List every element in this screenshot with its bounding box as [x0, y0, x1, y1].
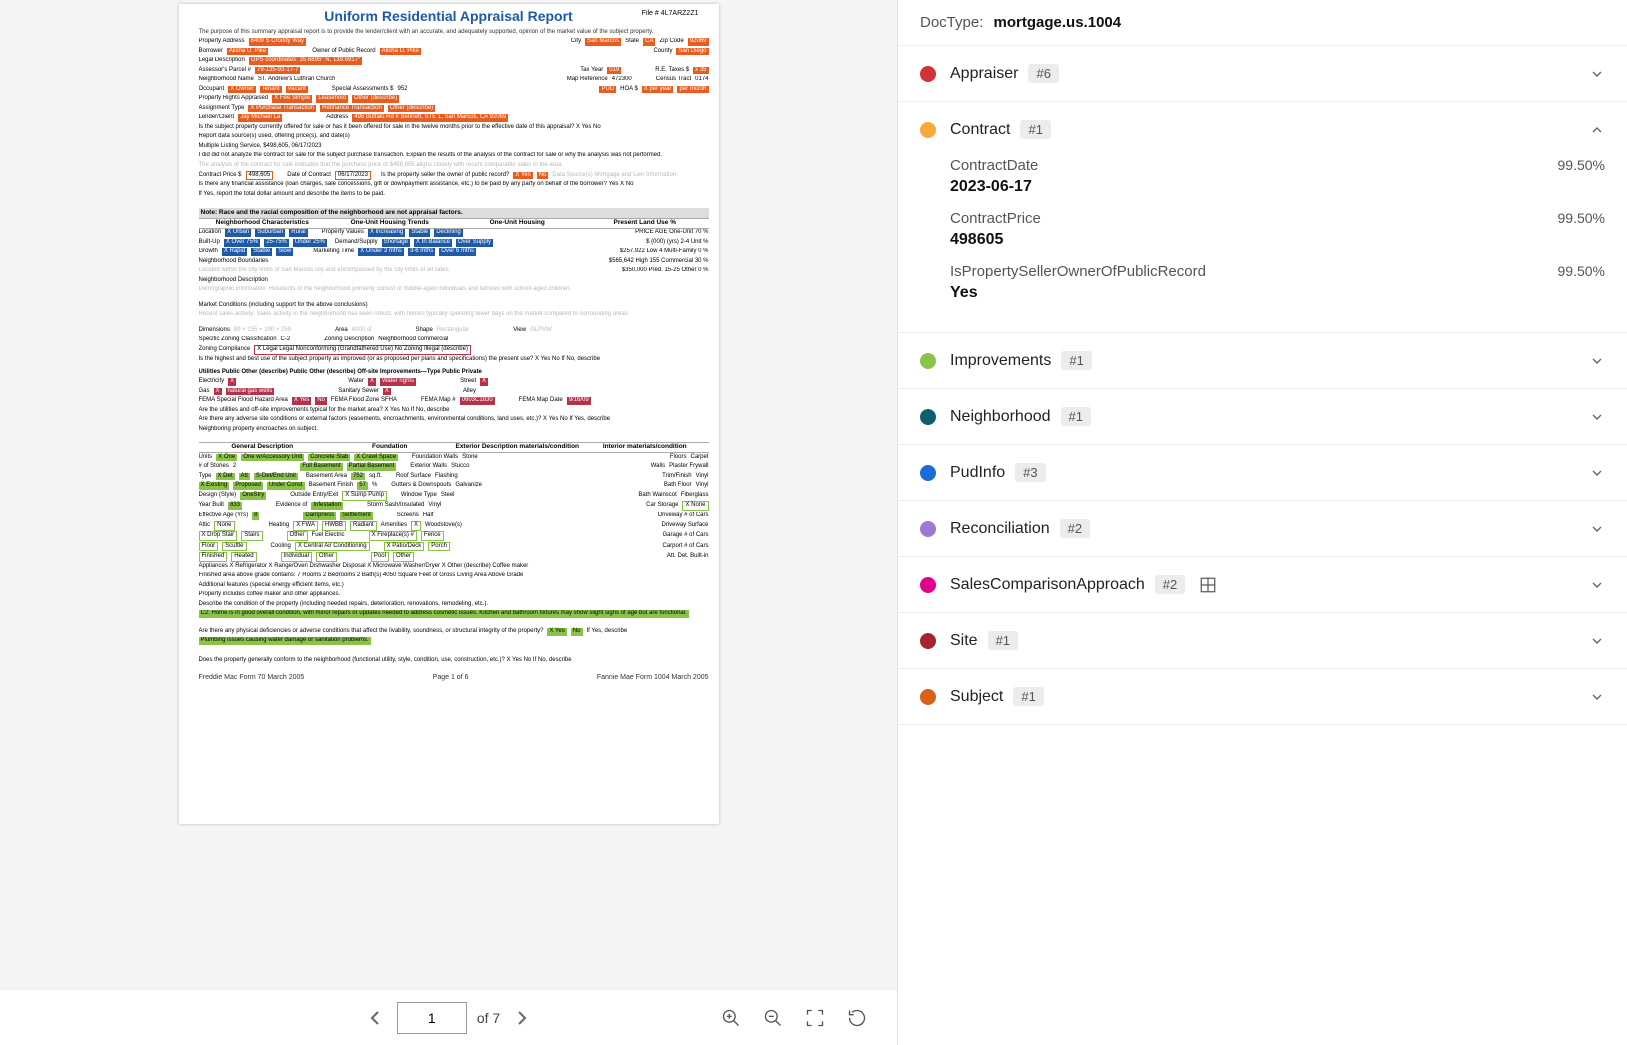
field-item[interactable]: IsPropertySellerOwnerOfPublicRecord Yes 99…	[950, 263, 1605, 302]
fit-page-icon[interactable]	[805, 1008, 825, 1028]
group-name-label: Reconciliation	[950, 520, 1050, 538]
field-value: Yes	[950, 284, 1206, 302]
group-count-badge: #1	[1020, 120, 1050, 139]
group-count-badge: #1	[1061, 407, 1091, 426]
field-item[interactable]: ContractDate 2023-06-17 99.50%	[950, 157, 1605, 196]
table-icon[interactable]	[1199, 576, 1217, 594]
group-name-label: Subject	[950, 688, 1003, 706]
chevron-down-icon[interactable]	[1589, 353, 1605, 369]
color-dot-icon	[920, 409, 936, 425]
group-name-label: Improvements	[950, 352, 1051, 370]
field-group: Improvements #1	[898, 333, 1627, 389]
doctype-value: mortgage.us.1004	[994, 14, 1122, 31]
page-number-input[interactable]	[397, 1002, 467, 1034]
field-item[interactable]: ContractPrice 498605 99.50%	[950, 210, 1605, 249]
doc-footer-right: Fannie Mae Form 1004 March 2005	[597, 674, 709, 681]
group-name-label: Contract	[950, 121, 1010, 139]
field-key-label: ContractPrice	[950, 210, 1041, 227]
doc-file-no: File # 4L7ARZ2Z1	[642, 10, 699, 17]
group-count-badge: #1	[988, 631, 1018, 650]
chevron-down-icon[interactable]	[1589, 521, 1605, 537]
doctype-row: DocType: mortgage.us.1004	[898, 0, 1627, 46]
doc-footer-center: Page 1 of 6	[433, 674, 469, 681]
group-body: ContractDate2023-06-1799.50%ContractPric…	[898, 157, 1627, 332]
color-dot-icon	[920, 66, 936, 82]
group-count-badge: #1	[1061, 351, 1091, 370]
next-page-icon[interactable]	[510, 1006, 534, 1030]
group-header[interactable]: Contract #1	[898, 102, 1627, 157]
chevron-down-icon[interactable]	[1589, 689, 1605, 705]
chevron-down-icon[interactable]	[1589, 66, 1605, 82]
chevron-up-icon[interactable]	[1589, 122, 1605, 138]
group-header[interactable]: Site #1	[898, 613, 1627, 668]
doc-viewport: Uniform Residential Appraisal Report Fil…	[0, 0, 897, 989]
page-total-label: of 7	[477, 1010, 500, 1026]
group-count-badge: #6	[1028, 64, 1058, 83]
group-name-label: SalesComparisonApproach	[950, 576, 1145, 594]
field-confidence: 99.50%	[1558, 210, 1605, 226]
field-group: SalesComparisonApproach #2	[898, 557, 1627, 613]
field-group: PudInfo #3	[898, 445, 1627, 501]
document-viewer-panel: Uniform Residential Appraisal Report Fil…	[0, 0, 897, 1045]
doc-title: Uniform Residential Appraisal Report	[179, 4, 719, 24]
group-count-badge: #1	[1013, 687, 1043, 706]
chevron-down-icon[interactable]	[1589, 577, 1605, 593]
group-count-badge: #3	[1015, 463, 1045, 482]
field-value: 498605	[950, 231, 1041, 249]
group-name-label: PudInfo	[950, 464, 1005, 482]
color-dot-icon	[920, 122, 936, 138]
field-key-label: IsPropertySellerOwnerOfPublicRecord	[950, 263, 1206, 280]
prev-page-icon[interactable]	[363, 1006, 387, 1030]
group-header[interactable]: Subject #1	[898, 669, 1627, 724]
field-group: Reconciliation #2	[898, 501, 1627, 557]
field-confidence: 99.50%	[1558, 157, 1605, 173]
field-group: Appraiser #6	[898, 46, 1627, 102]
group-header[interactable]: Appraiser #6	[898, 46, 1627, 101]
doc-page: Uniform Residential Appraisal Report Fil…	[179, 4, 719, 824]
color-dot-icon	[920, 521, 936, 537]
doc-footer-left: Freddie Mac Form 70 March 2005	[199, 674, 305, 681]
color-dot-icon	[920, 353, 936, 369]
extraction-results-panel: DocType: mortgage.us.1004 Appraiser #6 Con…	[897, 0, 1627, 1045]
rotate-icon[interactable]	[847, 1008, 867, 1028]
group-header[interactable]: Reconciliation #2	[898, 501, 1627, 556]
color-dot-icon	[920, 465, 936, 481]
doctype-label: DocType:	[920, 14, 983, 31]
field-group: Neighborhood #1	[898, 389, 1627, 445]
zoom-out-icon[interactable]	[763, 1008, 783, 1028]
group-header[interactable]: Improvements #1	[898, 333, 1627, 388]
group-header[interactable]: Neighborhood #1	[898, 389, 1627, 444]
group-header[interactable]: SalesComparisonApproach #2	[898, 557, 1627, 612]
field-key-label: ContractDate	[950, 157, 1038, 174]
field-confidence: 99.50%	[1558, 263, 1605, 279]
group-name-label: Site	[950, 632, 978, 650]
zoom-in-icon[interactable]	[721, 1008, 741, 1028]
field-group: Site #1	[898, 613, 1627, 669]
color-dot-icon	[920, 689, 936, 705]
chevron-down-icon[interactable]	[1589, 465, 1605, 481]
group-count-badge: #2	[1060, 519, 1090, 538]
field-group: Contract#1ContractDate2023-06-1799.50%Co…	[898, 102, 1627, 333]
field-group: Subject #1	[898, 669, 1627, 725]
chevron-down-icon[interactable]	[1589, 409, 1605, 425]
chevron-down-icon[interactable]	[1589, 633, 1605, 649]
field-value: 2023-06-17	[950, 178, 1038, 196]
group-header[interactable]: PudInfo #3	[898, 445, 1627, 500]
group-count-badge: #2	[1155, 575, 1185, 594]
pager-toolbar: of 7	[0, 989, 897, 1045]
group-name-label: Neighborhood	[950, 408, 1051, 426]
group-name-label: Appraiser	[950, 65, 1018, 83]
color-dot-icon	[920, 577, 936, 593]
color-dot-icon	[920, 633, 936, 649]
